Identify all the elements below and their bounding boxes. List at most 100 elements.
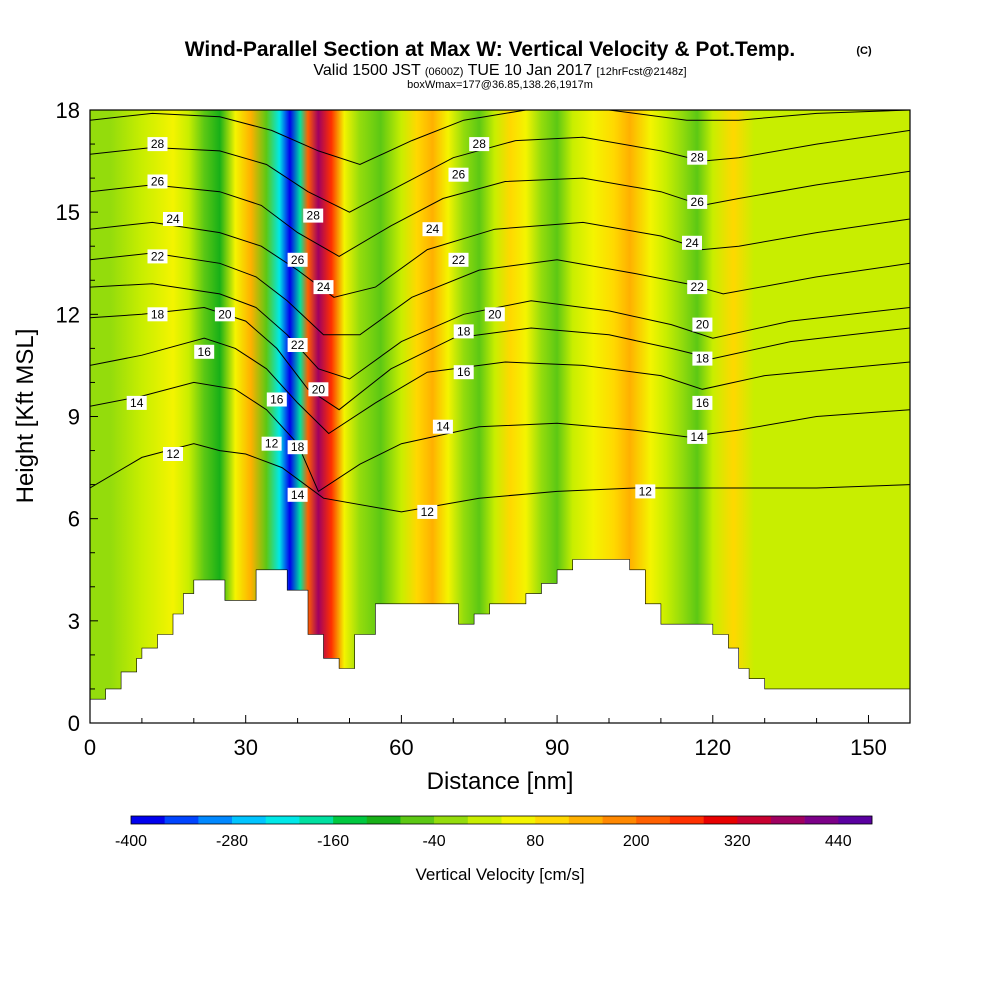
copyright-mark: (C) (856, 45, 872, 57)
svg-text:28: 28 (151, 137, 165, 151)
theta-contour-label: 14 (432, 419, 453, 434)
svg-text:12: 12 (421, 505, 435, 519)
theta-contour-label: 18 (692, 351, 713, 366)
colorbar-tick-label: -400 (115, 833, 147, 850)
theta-contour-label: 24 (313, 280, 334, 295)
y-tick-label: 0 (68, 711, 80, 736)
y-tick-label: 3 (68, 609, 80, 634)
x-tick-label: 30 (233, 735, 257, 760)
theta-contour-label: 20 (692, 317, 713, 332)
theta-contour (90, 218, 910, 298)
colorbar-label: Vertical Velocity [cm/s] (415, 865, 584, 884)
theta-contours (90, 110, 910, 513)
svg-text:26: 26 (151, 175, 165, 189)
theta-contour-label: 26 (448, 167, 469, 182)
chart-title: Wind-Parallel Section at Max W: Vertical… (185, 38, 796, 61)
theta-contour-label: 26 (287, 253, 308, 267)
svg-text:16: 16 (270, 393, 284, 407)
colorbar-swatch (838, 816, 873, 824)
theta-contour-label: 28 (687, 150, 708, 165)
theta-contour-label: 12 (261, 436, 282, 451)
x-axis: 0 30 60 90 120 150 (84, 715, 887, 760)
svg-text:28: 28 (307, 209, 321, 223)
svg-text:26: 26 (291, 253, 305, 267)
x-tick-label: 150 (850, 735, 887, 760)
svg-text:12: 12 (166, 447, 180, 461)
colorbar-swatch (770, 816, 805, 824)
theta-contour (90, 129, 910, 213)
theta-contour-label: 12 (163, 447, 183, 461)
svg-text:24: 24 (166, 212, 180, 226)
colorbar-swatch (535, 816, 570, 824)
theta-contour-label: 20 (214, 307, 235, 322)
colorbar-swatch (669, 816, 704, 824)
valid-time-line: Valid 1500 JST (0600Z) TUE 10 Jan 2017 [… (313, 62, 686, 79)
y-tick-label: 6 (68, 507, 80, 532)
colorbar-tick-label: -40 (423, 833, 446, 850)
colorbar-tick-label: -160 (317, 833, 349, 850)
svg-text:14: 14 (291, 488, 305, 502)
colorbar-swatch (265, 816, 300, 824)
colorbar-tick-label: 320 (724, 833, 751, 850)
svg-text:18: 18 (291, 440, 305, 454)
theta-contour-label: 22 (687, 280, 708, 295)
svg-text:14: 14 (130, 396, 144, 410)
svg-text:14: 14 (691, 430, 705, 444)
colorbar-swatch (366, 816, 401, 824)
svg-text:18: 18 (457, 324, 471, 338)
theta-contour-label: 16 (194, 344, 215, 359)
svg-text:18: 18 (696, 352, 710, 366)
theta-contour-label: 22 (448, 253, 469, 267)
theta-contour-label: 28 (469, 137, 490, 152)
theta-contour-label: 28 (303, 208, 324, 223)
theta-contour-label: 18 (453, 324, 474, 339)
theta-contour-label: 22 (147, 249, 168, 264)
svg-text:14: 14 (436, 420, 450, 434)
y-tick-label: 9 (68, 405, 80, 430)
colorbar-swatch (164, 816, 199, 824)
theta-contour-label: 24 (422, 222, 443, 237)
theta-contour-labels: 12 12 12 12 14 14 14 14 16 16 16 16 18 18 18 18 20 20 20 20… (126, 137, 713, 519)
x-tick-label: 120 (694, 735, 731, 760)
y-tick-label: 18 (56, 98, 80, 123)
svg-text:26: 26 (691, 195, 705, 209)
theta-contour-label: 12 (635, 484, 656, 499)
svg-text:16: 16 (198, 345, 212, 359)
svg-text:24: 24 (317, 280, 331, 294)
colorbar-swatch (501, 816, 536, 824)
colorbar-swatch (568, 816, 603, 824)
colorbar-swatch (467, 816, 502, 824)
theta-contour (90, 337, 910, 435)
x-tick-label: 60 (389, 735, 413, 760)
theta-contour (90, 252, 910, 336)
colorbar-swatch (434, 816, 469, 824)
theta-contour-label: 28 (147, 137, 168, 152)
svg-text:24: 24 (426, 222, 440, 236)
y-axis-label: Height [Kft MSL] (12, 329, 39, 504)
svg-text:18: 18 (151, 307, 165, 321)
valid-date: TUE 10 Jan 2017 (468, 62, 593, 79)
theta-contour-label: 18 (287, 440, 308, 455)
x-tick-label: 90 (545, 735, 569, 760)
colorbar-swatch (804, 816, 839, 824)
theta-contour-label: 14 (687, 429, 708, 444)
theta-contour-label: 18 (147, 307, 168, 322)
theta-contour-label: 16 (266, 392, 287, 407)
theta-contour-label: 24 (163, 212, 183, 226)
svg-text:22: 22 (691, 280, 705, 294)
theta-contour (90, 283, 910, 380)
colorbar-swatch (602, 816, 637, 824)
svg-text:22: 22 (291, 338, 305, 352)
valid-utc-time: (0600Z) (425, 66, 464, 78)
y-tick-label: 15 (56, 200, 80, 225)
colorbar-tick-label: -280 (216, 833, 248, 850)
theta-contour-label: 26 (147, 174, 168, 189)
colorbar-tick-label: 200 (623, 833, 650, 850)
theta-contour-label: 16 (692, 395, 713, 410)
colorbar-swatch (333, 816, 368, 824)
box-wmax-info: boxWmax=177@36.85,138.26,1917m (407, 79, 593, 91)
theta-contour (90, 381, 910, 493)
theta-contour (90, 443, 910, 513)
svg-text:20: 20 (218, 307, 232, 321)
theta-contour-label: 20 (484, 307, 505, 322)
